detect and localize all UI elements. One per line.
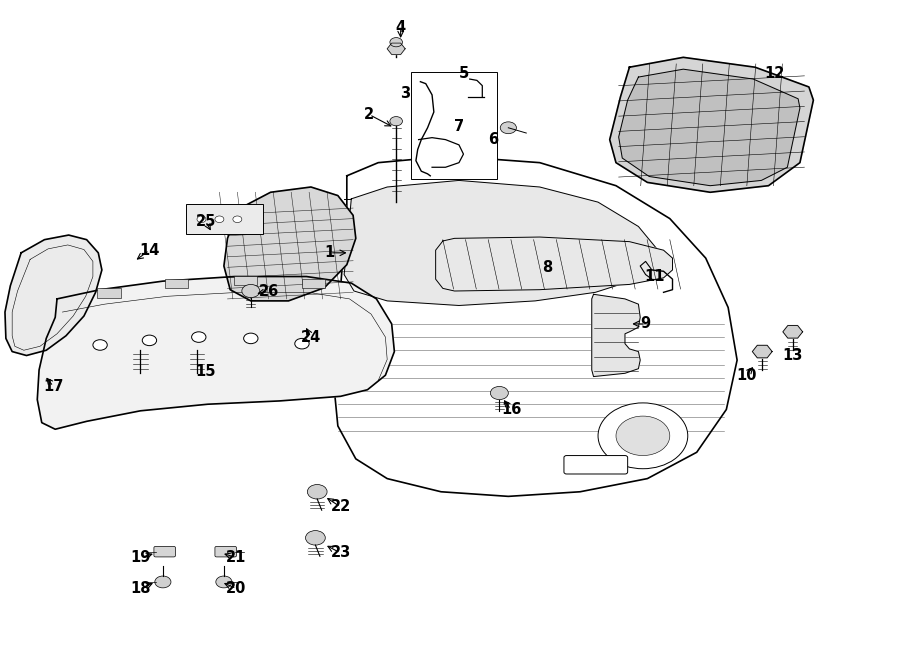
Text: 13: 13 <box>783 348 803 363</box>
Polygon shape <box>344 180 656 305</box>
Polygon shape <box>224 187 356 301</box>
Bar <box>97 288 121 297</box>
Text: 3: 3 <box>400 86 410 101</box>
Text: 19: 19 <box>130 550 150 565</box>
Text: 7: 7 <box>454 119 464 134</box>
Text: 21: 21 <box>226 550 247 565</box>
Circle shape <box>93 340 107 350</box>
Circle shape <box>305 531 325 545</box>
Text: 5: 5 <box>458 66 469 81</box>
Circle shape <box>197 216 206 223</box>
FancyBboxPatch shape <box>410 73 497 179</box>
Polygon shape <box>752 345 772 358</box>
Text: 4: 4 <box>396 20 406 35</box>
Text: 10: 10 <box>736 368 756 383</box>
Polygon shape <box>783 326 803 338</box>
Text: 17: 17 <box>43 379 64 394</box>
Text: 18: 18 <box>130 581 150 596</box>
Text: 26: 26 <box>258 284 279 299</box>
Text: 16: 16 <box>500 402 521 417</box>
Bar <box>302 278 325 288</box>
Text: 24: 24 <box>301 330 321 344</box>
Circle shape <box>491 387 508 400</box>
Bar <box>165 278 188 288</box>
Circle shape <box>598 403 688 469</box>
Polygon shape <box>387 43 405 54</box>
Polygon shape <box>436 237 672 291</box>
Text: 20: 20 <box>226 581 247 596</box>
Circle shape <box>142 335 157 346</box>
Circle shape <box>242 284 260 297</box>
Text: 8: 8 <box>542 260 552 275</box>
FancyBboxPatch shape <box>215 547 237 557</box>
Polygon shape <box>618 69 800 186</box>
Text: 1: 1 <box>325 245 335 260</box>
Circle shape <box>390 116 402 126</box>
Text: 9: 9 <box>641 317 651 331</box>
Circle shape <box>500 122 517 134</box>
Text: 2: 2 <box>364 107 374 122</box>
Polygon shape <box>592 294 640 377</box>
Polygon shape <box>609 58 814 192</box>
Circle shape <box>616 416 670 455</box>
Text: 11: 11 <box>644 269 665 284</box>
Circle shape <box>233 216 242 223</box>
Text: 23: 23 <box>330 545 351 561</box>
Text: 12: 12 <box>765 66 785 81</box>
Polygon shape <box>37 276 394 429</box>
FancyBboxPatch shape <box>154 547 176 557</box>
Polygon shape <box>5 235 102 356</box>
Circle shape <box>390 38 402 47</box>
Text: 15: 15 <box>195 364 216 379</box>
Circle shape <box>192 332 206 342</box>
Text: 22: 22 <box>330 500 351 514</box>
Text: 6: 6 <box>488 132 498 147</box>
FancyBboxPatch shape <box>186 204 264 235</box>
Polygon shape <box>333 156 737 496</box>
Text: 14: 14 <box>140 243 159 258</box>
Circle shape <box>307 485 327 499</box>
Circle shape <box>155 576 171 588</box>
Text: 25: 25 <box>196 214 216 229</box>
Circle shape <box>215 216 224 223</box>
Circle shape <box>295 338 309 349</box>
FancyBboxPatch shape <box>564 455 627 474</box>
Bar <box>234 276 257 285</box>
Circle shape <box>244 333 258 344</box>
Circle shape <box>216 576 232 588</box>
